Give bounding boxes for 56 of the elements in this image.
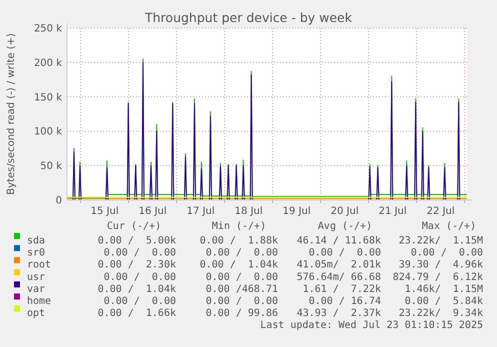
text: 0.00 / 0.00	[206, 272, 278, 283]
text: 0.00 / 1.04k	[200, 260, 278, 271]
text: 576.64m/ 66.68	[296, 272, 381, 283]
text: Avg (-/+)	[318, 221, 372, 232]
text: 0.00 / 0.00	[104, 296, 176, 307]
y-tick-label: 250 k	[34, 24, 62, 34]
text: 0.00 / 1.66k	[98, 308, 176, 320]
text: 46.14 / 11.68k	[296, 236, 381, 246]
text: 43.93 / 2.37k	[296, 308, 381, 320]
legend-label: sr0	[27, 248, 46, 259]
text: 0.00 / 1.04k	[98, 284, 176, 295]
legend-label: root	[27, 260, 52, 271]
text: 39.30 / 4.96k	[398, 260, 483, 271]
y-axis-title: Bytes/second read (-) / write (+)	[6, 33, 17, 195]
x-tick-label: 16 Jul	[138, 206, 167, 217]
y-tick-label: 50 k	[40, 161, 62, 172]
y-tick-label: 200 k	[34, 58, 62, 69]
x-tick-label: 20 Jul	[330, 206, 359, 217]
x-tick-label: 15 Jul	[90, 206, 119, 217]
legend-label: opt	[27, 308, 46, 320]
text: Cur (-/+)	[106, 221, 162, 232]
text: Min (-/+)	[212, 221, 266, 232]
text: 0.00 / 16.74	[308, 296, 381, 307]
text: 1.46k/ 1.15M	[404, 284, 483, 295]
legend-label: home	[27, 296, 52, 307]
legend-label: usr	[27, 272, 46, 283]
text: 0.00 / 0.00	[308, 248, 381, 259]
legend-label: var	[27, 284, 46, 295]
x-tick-label: 21 Jul	[378, 206, 407, 217]
x-tick-label: 18 Jul	[234, 206, 263, 217]
text: 1.61 / 7.22k	[302, 284, 381, 295]
text: 0.00 / 0.00	[206, 296, 278, 307]
text: 0.00 / 0.00	[104, 248, 176, 259]
y-tick-label: 150 k	[34, 92, 62, 104]
text: 41.05m/ 2.01k	[296, 260, 381, 271]
text: 0.00 / 2.30k	[98, 260, 176, 271]
text: 0.00 / 0.00	[104, 272, 176, 283]
text: Max (-/+)	[422, 221, 476, 232]
text: 0.00 / 99.86	[206, 308, 278, 320]
y-tick-label: 0	[56, 196, 62, 206]
x-tick-label: 17 Jul	[186, 206, 215, 217]
text: 0.00 / 1.88k	[200, 236, 278, 246]
x-tick-label: 19 Jul	[282, 206, 311, 217]
text: 0.00 / 0.00	[206, 248, 278, 259]
y-tick-label: 100 k	[34, 126, 62, 138]
text: 23.22k/ 1.15M	[398, 236, 483, 246]
text: 0.00 / 5.84k	[404, 296, 483, 307]
text: 824.79 / 6.12k	[392, 272, 483, 283]
x-tick-label: 22 Jul	[426, 206, 455, 217]
text: 0.00 /468.71	[206, 284, 278, 295]
text: 23.22k/ 9.34k	[398, 308, 483, 320]
text: Last update: Wed Jul 23 01:10:15 2025	[260, 320, 483, 331]
text: 0.00 / 0.00	[410, 248, 483, 259]
chart-title: Throughput per device - by week	[144, 10, 353, 25]
legend-label: sda	[27, 236, 46, 246]
text: 0.00 / 5.00k	[98, 236, 176, 246]
